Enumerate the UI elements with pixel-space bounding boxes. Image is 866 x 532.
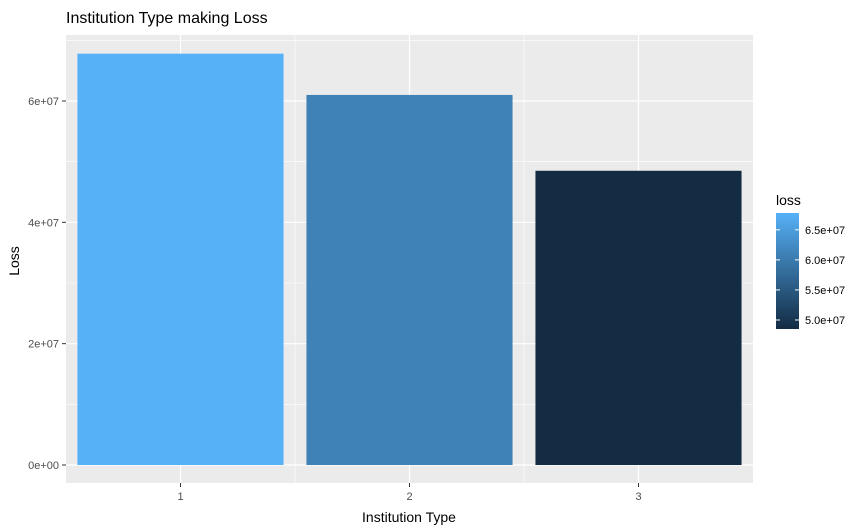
y-axis-title: Loss (6, 246, 22, 276)
y-tick-label: 0e+00 (28, 460, 59, 472)
bar-2 (306, 94, 513, 465)
legend: loss 5.0e+07 5.5e+07 6.0e+07 6.5e+07 (776, 192, 845, 329)
legend-tick-label: 6.5e+07 (805, 225, 845, 237)
bars (77, 53, 742, 466)
legend-tick-label: 5.5e+07 (805, 285, 845, 297)
legend-ticks: 5.0e+07 5.5e+07 6.0e+07 6.5e+07 (776, 225, 845, 327)
legend-tick-label: 5.0e+07 (805, 315, 845, 327)
bar-1 (77, 53, 284, 466)
x-axis-title: Institution Type (362, 509, 456, 525)
chart-title: Institution Type making Loss (66, 10, 268, 27)
x-tick-label: 3 (635, 491, 641, 503)
x-tick-label: 1 (177, 491, 183, 503)
legend-title: loss (776, 192, 801, 208)
y-tick-label: 6e+07 (28, 96, 59, 108)
y-tick-label: 2e+07 (28, 339, 59, 351)
y-axis: 0e+00 2e+07 4e+07 6e+07 (28, 96, 66, 472)
y-tick-label: 4e+07 (28, 217, 59, 229)
x-tick-label: 2 (406, 491, 412, 503)
bar-3 (535, 170, 742, 465)
legend-tick-label: 6.0e+07 (805, 255, 845, 267)
legend-colorbar (776, 213, 799, 329)
x-axis: 1 2 3 (177, 483, 642, 503)
